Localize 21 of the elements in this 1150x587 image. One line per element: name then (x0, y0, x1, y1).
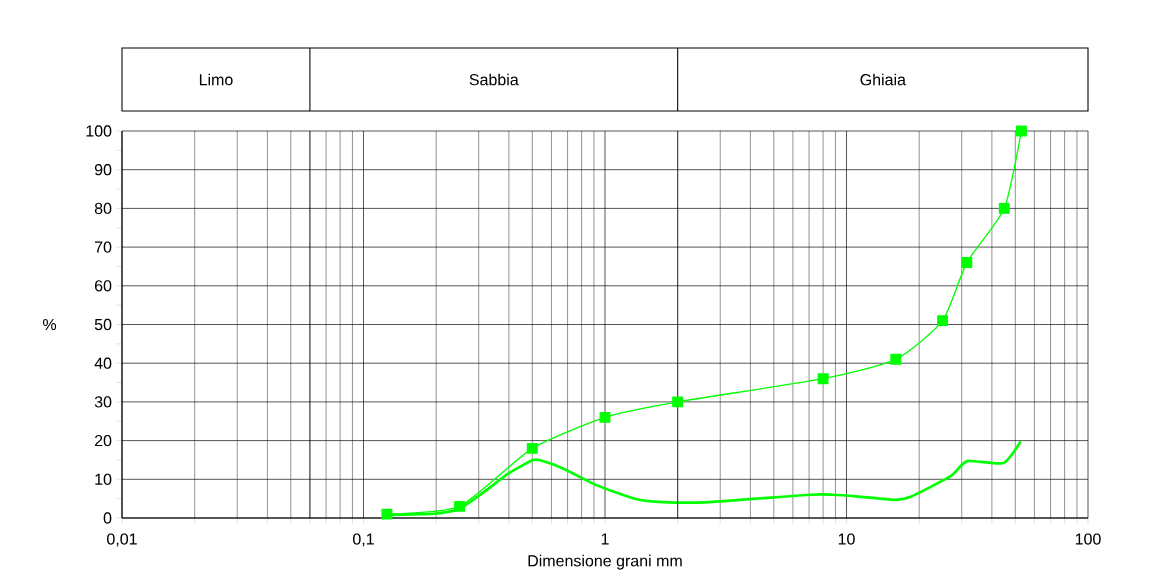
x-tick-label: 0,1 (353, 533, 374, 547)
y-tick-label: 20 (94, 434, 112, 447)
text: Sabbia (469, 73, 519, 86)
y-axis-title: % (43, 318, 57, 331)
x-tick-label: 1 (601, 533, 609, 545)
y-tick-label: 0 (103, 512, 112, 524)
y-tick-label: 70 (94, 241, 112, 253)
y-tick-label: 60 (94, 280, 112, 292)
x-tick-label: 10 (838, 533, 855, 545)
y-tick-label: 80 (94, 202, 112, 215)
y-tick-label: 90 (94, 164, 112, 176)
x-tick-label: 100 (1075, 533, 1101, 545)
y-tick-label: 100 (86, 125, 112, 137)
y-tick-label: 30 (94, 396, 112, 408)
text: Limo (199, 73, 233, 86)
x-axis-title: Dimensione grani mm (528, 554, 682, 570)
y-tick-label: 10 (95, 473, 112, 485)
text: Ghiaia (860, 73, 906, 86)
y-tick-label: 40 (94, 357, 112, 369)
y-tick-label: 50 (94, 318, 112, 331)
x-tick-label: 0,01 (107, 533, 137, 547)
